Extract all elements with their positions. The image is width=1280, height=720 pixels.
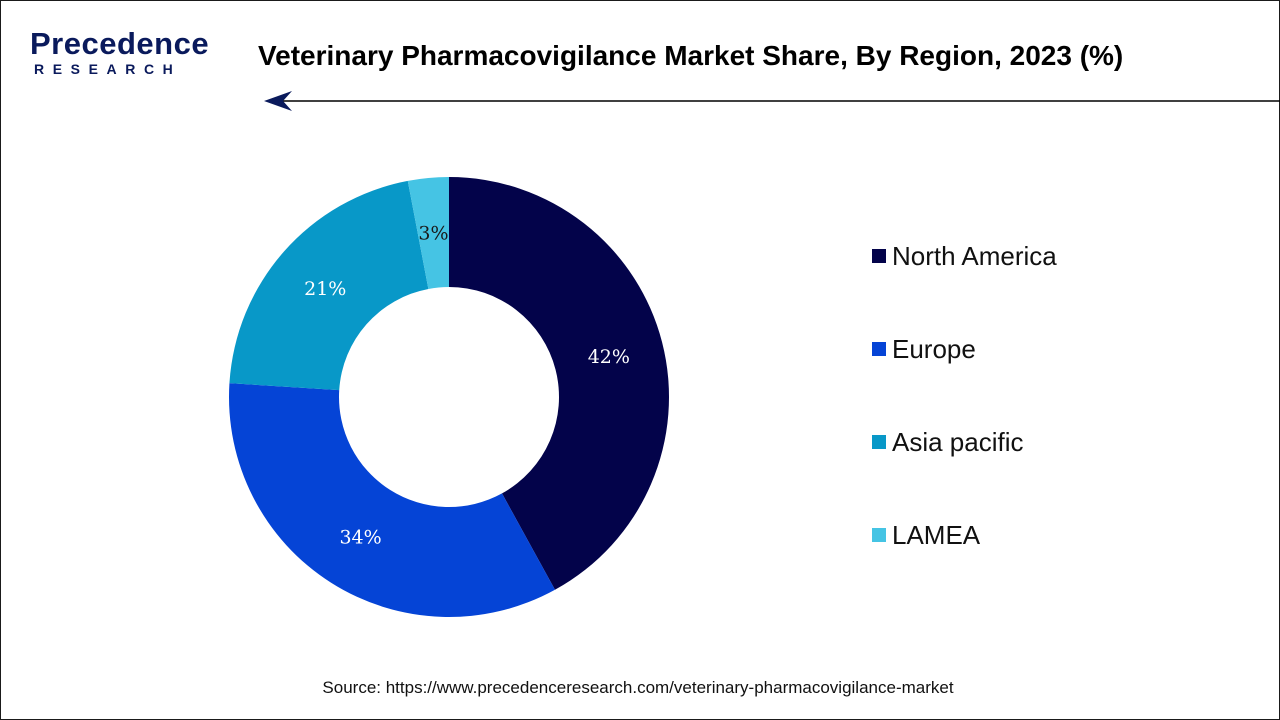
donut-slice-lamea <box>407 177 449 289</box>
legend-item: Europe <box>872 329 1057 369</box>
legend-label: Europe <box>892 333 976 364</box>
brand-logo: Precedence RESEARCH <box>30 24 230 84</box>
data-label: 21% <box>304 278 346 300</box>
legend-label: LAMEA <box>892 519 981 550</box>
legend-swatch <box>872 342 886 356</box>
legend-swatch <box>872 249 886 263</box>
donut-slice-asia-pacific <box>229 180 429 391</box>
data-label: 3% <box>418 223 448 245</box>
chart-title: Veterinary Pharmacovigilance Market Shar… <box>258 40 1124 71</box>
donut-slice-europe <box>229 383 555 617</box>
donut-chart: 42% 34% 21% 3% <box>229 177 669 617</box>
brand-sub: RESEARCH <box>34 61 182 77</box>
data-label: 34% <box>339 526 381 548</box>
header-arrow-icon <box>264 91 1280 111</box>
legend-label: North America <box>892 240 1057 271</box>
legend-item: Asia pacific <box>872 422 1057 462</box>
brand-name: Precedence <box>30 26 210 61</box>
data-label: 42% <box>588 346 630 368</box>
legend-swatch <box>872 528 886 542</box>
legend-item: LAMEA <box>872 515 1057 555</box>
legend-item: North America <box>872 236 1057 276</box>
donut-slice-north-america <box>449 177 669 590</box>
legend-label: Asia pacific <box>892 426 1024 457</box>
legend-swatch <box>872 435 886 449</box>
legend: North America Europe Asia pacific LAMEA <box>872 236 1057 608</box>
source-note: Source: https://www.precedenceresearch.c… <box>322 678 954 697</box>
